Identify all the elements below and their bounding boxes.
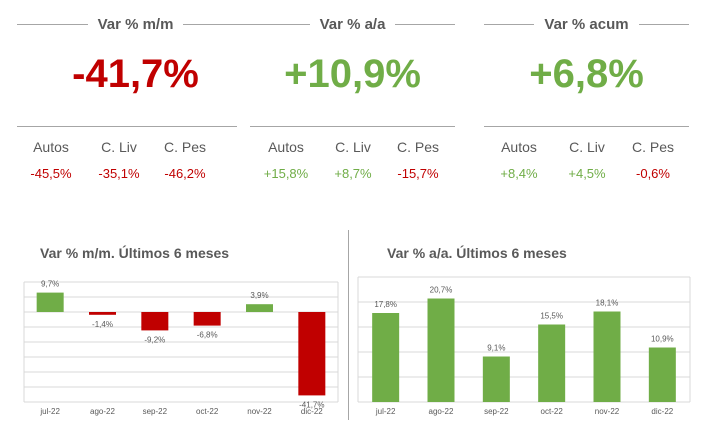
- bar-oct-22: [193, 312, 221, 326]
- kpi-sub-value-cpes: -0,6%: [636, 166, 670, 181]
- kpi-main-value: -41,7%: [72, 52, 199, 96]
- data-label: 18,1%: [596, 299, 619, 308]
- kpi-sub-label-cliv: C. Liv: [569, 139, 605, 155]
- kpi-sub-value-autos: +8,4%: [500, 166, 538, 181]
- category-label: jul-22: [39, 407, 60, 416]
- kpi-sub-label-autos: Autos: [33, 139, 69, 155]
- header-line-right: [183, 23, 254, 25]
- header-line-left: [17, 23, 88, 25]
- kpi-title: Var % m/m: [97, 15, 174, 33]
- data-label: 15,5%: [540, 312, 563, 321]
- category-label: dic-22: [651, 407, 673, 416]
- bar-jul-22: [372, 313, 400, 402]
- kpi-title: Var % acum: [544, 15, 629, 33]
- kpi-divider: [17, 126, 237, 127]
- kpi-sub-label-cpes: C. Pes: [631, 139, 674, 155]
- bar-jul-22: [36, 292, 64, 312]
- bar-oct-22: [538, 324, 566, 402]
- header-line-left: [484, 23, 535, 25]
- bar-nov-22: [593, 311, 621, 402]
- header-line-right: [638, 23, 689, 25]
- category-label: dic-22: [301, 407, 323, 416]
- chart-title-aa: Var % a/a. Últimos 6 meses: [387, 245, 567, 261]
- kpi-sub-value-cpes: -15,7%: [397, 166, 439, 181]
- bar-ago-22: [89, 312, 116, 315]
- kpi-sub-label-cliv: C. Liv: [335, 139, 371, 155]
- kpi-header: Var % a/a: [250, 14, 456, 34]
- data-label: -9,2%: [144, 335, 165, 344]
- kpi-title: Var % a/a: [319, 15, 386, 33]
- kpi-divider: [250, 126, 455, 127]
- kpi-sub-value-cliv: +4,5%: [568, 166, 606, 181]
- data-label: 10,9%: [651, 335, 674, 344]
- kpi-sub-value-autos: -45,5%: [30, 166, 72, 181]
- kpi-divider: [484, 126, 689, 127]
- kpi-sub-label-autos: Autos: [501, 139, 537, 155]
- kpi-card-mm: Var % m/m -41,7% Autos C. Liv C. Pes -45…: [17, 0, 254, 200]
- chart-title-mm: Var % m/m. Últimos 6 meses: [40, 245, 230, 261]
- kpi-main-value: +10,9%: [284, 52, 421, 96]
- data-label: -41,7%: [299, 400, 324, 409]
- data-label: 9,1%: [487, 344, 505, 353]
- header-line-right: [395, 23, 456, 25]
- bar-dic-22: [648, 347, 676, 402]
- kpi-sub-value-autos: +15,8%: [263, 166, 309, 181]
- kpi-main-value: +6,8%: [529, 52, 644, 96]
- category-label: oct-22: [196, 407, 219, 416]
- kpi-sub-label-cpes: C. Pes: [396, 139, 439, 155]
- kpi-sub-value-cliv: -35,1%: [98, 166, 140, 181]
- kpi-sub-label-cliv: C. Liv: [101, 139, 137, 155]
- category-label: oct-22: [541, 407, 564, 416]
- bar-sep-22: [141, 312, 169, 331]
- kpi-sub-label-autos: Autos: [268, 139, 304, 155]
- category-label: ago-22: [90, 407, 115, 416]
- kpi-card-aa: Var % a/a +10,9% Autos C. Liv C. Pes +15…: [250, 0, 456, 200]
- data-label: -6,8%: [197, 331, 218, 340]
- category-label: ago-22: [429, 407, 454, 416]
- kpi-card-acum: Var % acum +6,8% Autos C. Liv C. Pes +8,…: [484, 0, 689, 200]
- kpi-header: Var % acum: [484, 14, 689, 34]
- kpi-header: Var % m/m: [17, 14, 254, 34]
- kpi-sub-value-cpes: -46,2%: [164, 166, 206, 181]
- bar-nov-22: [246, 304, 273, 312]
- category-label: nov-22: [595, 407, 620, 416]
- kpi-sub-label-cpes: C. Pes: [163, 139, 206, 155]
- category-label: sep-22: [484, 407, 509, 416]
- data-label: -1,4%: [92, 320, 113, 329]
- header-line-left: [250, 23, 310, 25]
- bar-ago-22: [427, 298, 455, 402]
- data-label: 3,9%: [250, 291, 268, 300]
- kpi-sub-value-cliv: +8,7%: [334, 166, 372, 181]
- bar-sep-22: [482, 356, 510, 402]
- data-label: 20,7%: [430, 286, 453, 295]
- category-label: sep-22: [143, 407, 168, 416]
- data-label: 9,7%: [41, 280, 59, 289]
- panel-divider: [348, 230, 349, 420]
- category-label: nov-22: [247, 407, 272, 416]
- bar-dic-22: [298, 312, 326, 396]
- data-label: 17,8%: [374, 300, 397, 309]
- category-label: jul-22: [375, 407, 396, 416]
